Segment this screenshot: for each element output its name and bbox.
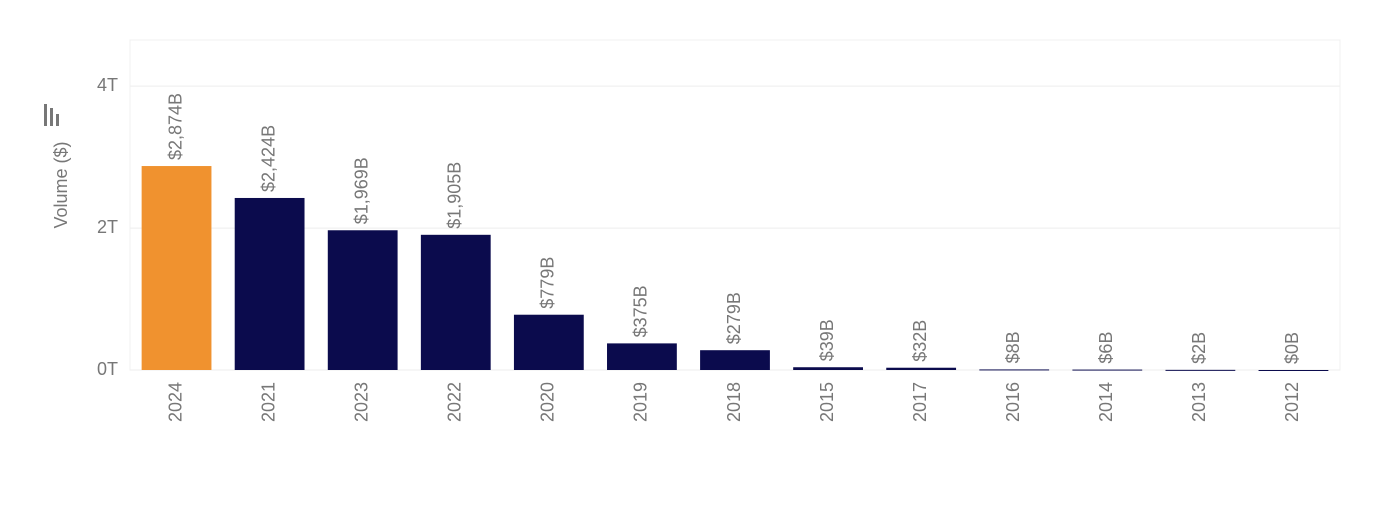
value-label: $375B (631, 285, 651, 337)
bar (141, 166, 212, 370)
x-tick-label: 2017 (910, 382, 930, 422)
bar (234, 197, 305, 370)
y-axis-label: Volume ($) (51, 141, 71, 228)
value-label: $2B (1189, 332, 1209, 364)
x-tick-label: 2019 (631, 382, 651, 422)
bar (327, 230, 398, 370)
menu-icon[interactable] (44, 104, 59, 126)
x-tick-label: 2021 (258, 382, 278, 422)
value-label: $2,424B (258, 125, 278, 192)
value-label: $0B (1282, 332, 1302, 364)
icon-bar (56, 114, 59, 126)
x-tick-label: 2024 (165, 382, 185, 422)
y-tick-label: 0T (97, 359, 118, 379)
icon-bar (44, 104, 47, 126)
value-label: $39B (817, 319, 837, 361)
x-tick-label: 2016 (1003, 382, 1023, 422)
value-label: $32B (910, 320, 930, 362)
icon-bar (50, 108, 53, 126)
value-label: $8B (1003, 331, 1023, 363)
bar (886, 367, 957, 370)
value-label: $2,874B (165, 93, 185, 160)
x-tick-label: 2015 (817, 382, 837, 422)
x-tick-label: 2023 (351, 382, 371, 422)
bar (1072, 369, 1143, 371)
x-tick-label: 2022 (445, 382, 465, 422)
y-tick-label: 4T (97, 75, 118, 95)
bar (700, 350, 770, 370)
value-label: $1,905B (445, 162, 465, 229)
x-tick-label: 2012 (1282, 382, 1302, 422)
bar (979, 369, 1050, 371)
value-label: $6B (1096, 332, 1116, 364)
value-label: $1,969B (351, 157, 371, 224)
value-label: $279B (724, 292, 744, 344)
y-tick-label: 2T (97, 217, 118, 237)
bar (1258, 370, 1329, 371)
x-tick-label: 2014 (1096, 382, 1116, 422)
bar (607, 343, 677, 370)
x-tick-label: 2020 (538, 382, 558, 422)
bar (793, 367, 863, 370)
bar (420, 234, 491, 370)
x-tick-label: 2018 (724, 382, 744, 422)
bar (513, 314, 584, 370)
value-label: $779B (538, 257, 558, 309)
x-tick-label: 2013 (1189, 382, 1209, 422)
bar (1165, 369, 1236, 371)
